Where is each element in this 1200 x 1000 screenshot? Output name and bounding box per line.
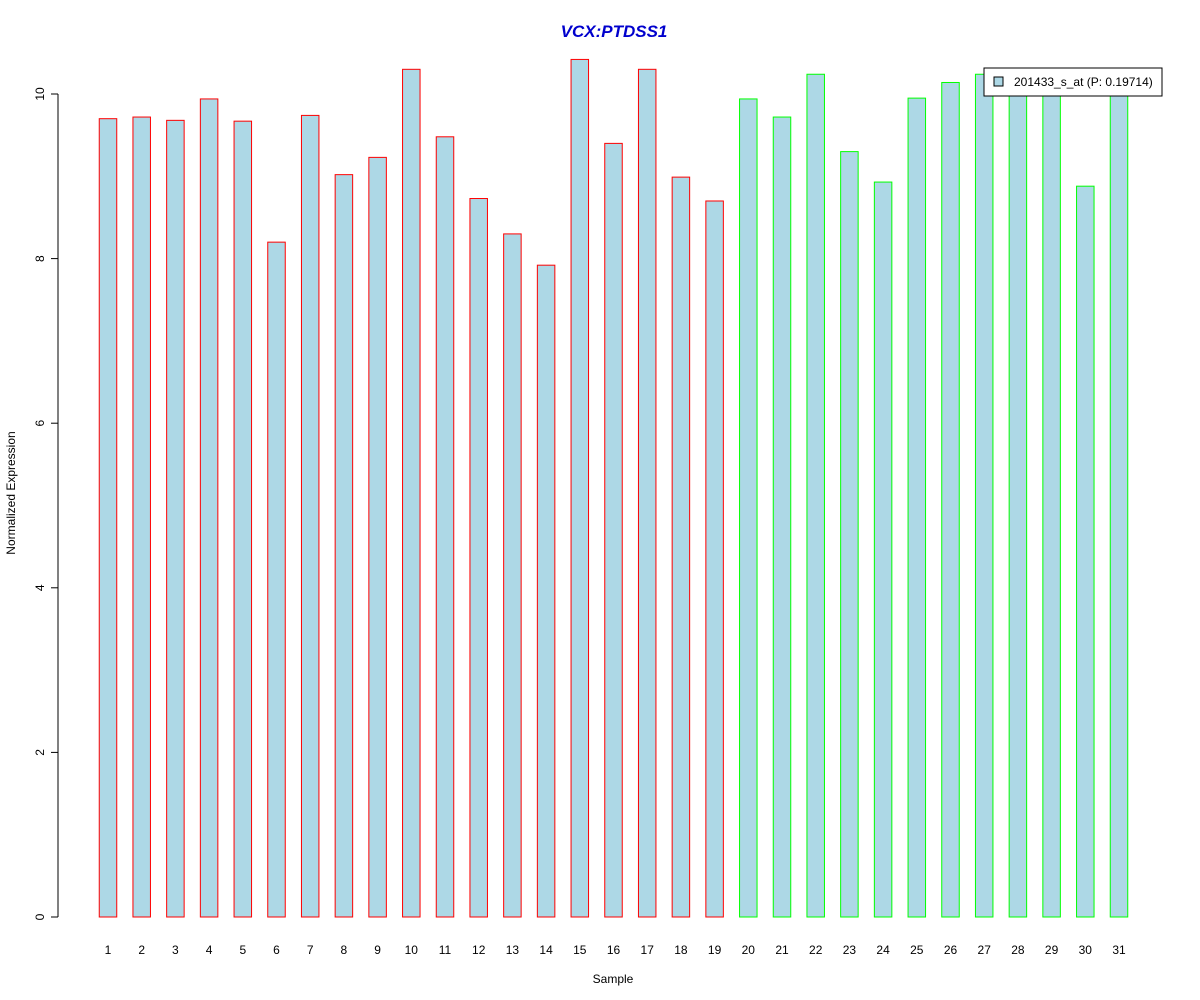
bar-sample-15 [570, 58, 590, 918]
x-tick-label: 25 [910, 943, 924, 957]
x-tick-label: 10 [405, 943, 419, 957]
bar-sample-12 [469, 198, 488, 918]
x-tick-label: 31 [1112, 943, 1126, 957]
x-tick-labels: 1 2 3 4 5 6 7 8 9 10 11 12 13 14 15 16 17 18 19 20 21 22 23 24 2… [105, 943, 1126, 957]
x-tick-label: 12 [472, 943, 486, 957]
x-tick-label: 29 [1045, 943, 1059, 957]
x-tick-label: 8 [341, 943, 348, 957]
bar-sample-2 [132, 116, 151, 918]
bar-sample-19 [705, 200, 724, 918]
bar-sample-27 [974, 73, 994, 918]
bar-sample-5 [233, 120, 253, 918]
bar-sample-22 [806, 73, 825, 918]
legend: 201433_s_at (P: 0.19714) [983, 67, 1163, 97]
bar-sample-17 [637, 68, 657, 918]
x-tick-label: 16 [607, 943, 621, 957]
x-axis-title: Sample [593, 972, 634, 986]
bar-sample-18 [671, 176, 691, 918]
bars [98, 58, 1129, 918]
x-tick-label: 28 [1011, 943, 1025, 957]
x-tick-label: 26 [944, 943, 958, 957]
bar-sample-31 [1109, 74, 1129, 918]
chart-title: VCX:PTDSS1 [561, 22, 668, 41]
x-tick-label: 14 [539, 943, 553, 957]
y-tick-label: 0 [33, 913, 47, 920]
y-tick-label: 8 [33, 255, 47, 262]
x-tick-label: 19 [708, 943, 722, 957]
x-tick-label: 7 [307, 943, 314, 957]
bar-sample-23 [840, 151, 859, 918]
bar-sample-6 [267, 241, 286, 918]
x-tick-label: 21 [775, 943, 789, 957]
x-tick-label: 1 [105, 943, 112, 957]
x-tick-label: 23 [843, 943, 857, 957]
x-tick-label: 9 [374, 943, 381, 957]
bar-sample-29 [1042, 81, 1061, 918]
y-tick-label: 10 [33, 87, 47, 101]
bar-sample-21 [772, 116, 792, 918]
bar-sample-24 [873, 181, 893, 918]
bar-sample-14 [536, 264, 556, 918]
y-tick-label: 2 [33, 749, 47, 756]
x-tick-label: 27 [978, 943, 992, 957]
bar-sample-4 [199, 98, 219, 918]
x-tick-label: 5 [239, 943, 246, 957]
x-tick-label: 2 [138, 943, 145, 957]
bar-sample-20 [739, 98, 758, 918]
x-tick-label: 24 [876, 943, 890, 957]
x-tick-label: 15 [573, 943, 587, 957]
x-tick-label: 30 [1079, 943, 1093, 957]
bar-sample-8 [334, 174, 354, 918]
x-tick-label: 17 [641, 943, 655, 957]
x-tick-label: 3 [172, 943, 179, 957]
bar-sample-16 [604, 142, 623, 918]
bar-sample-25 [907, 97, 927, 918]
bar-sample-11 [435, 136, 455, 918]
bar-sample-1 [98, 118, 118, 918]
legend-label: 201433_s_at (P: 0.19714) [1014, 75, 1153, 89]
x-tick-label: 22 [809, 943, 823, 957]
legend-box [983, 67, 1163, 97]
y-tick-label: 4 [33, 584, 47, 591]
y-axis-title: Normalized Expression [4, 431, 18, 554]
bar-sample-10 [402, 68, 421, 918]
x-tick-label: 4 [206, 943, 213, 957]
bar-sample-26 [941, 81, 960, 918]
bar-sample-7 [300, 114, 320, 918]
x-tick-label: 20 [742, 943, 756, 957]
bar-sample-3 [166, 119, 185, 918]
y-tick-label: 6 [33, 420, 47, 427]
x-tick-label: 13 [506, 943, 520, 957]
x-tick-label: 18 [674, 943, 688, 957]
y-axis: 0 2 4 6 8 10 [33, 87, 59, 920]
bar-sample-28 [1008, 77, 1028, 918]
bar-sample-30 [1076, 185, 1095, 918]
x-tick-label: 11 [439, 943, 452, 957]
x-tick-label: 6 [273, 943, 280, 957]
bar-sample-13 [503, 233, 522, 918]
legend-swatch [993, 76, 1004, 87]
bar-sample-9 [368, 156, 387, 918]
